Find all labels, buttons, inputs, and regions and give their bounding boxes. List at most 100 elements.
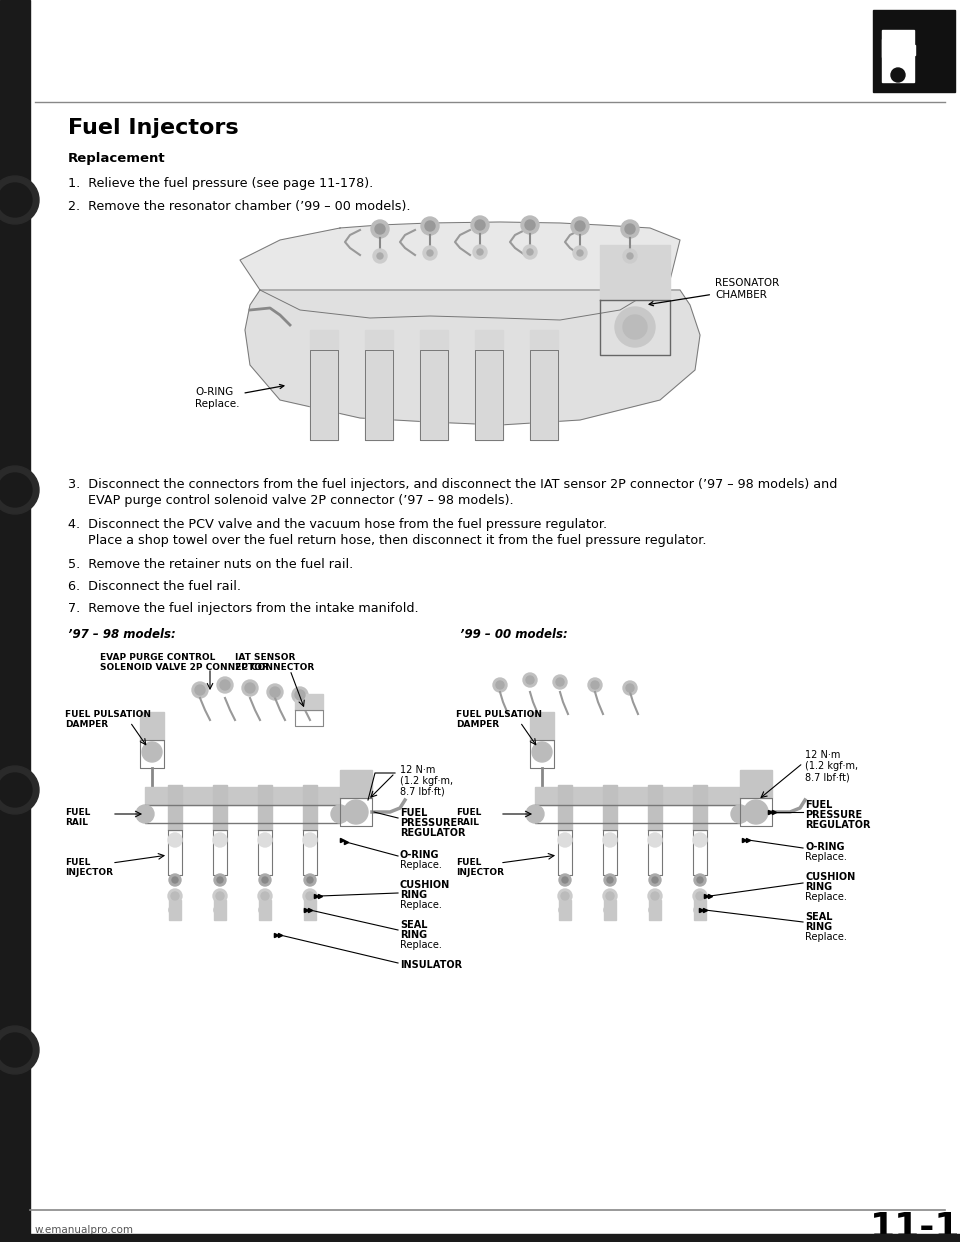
Circle shape bbox=[303, 833, 317, 847]
Bar bbox=[0, 1235, 960, 1242]
Text: REGULATOR: REGULATOR bbox=[400, 828, 466, 838]
Circle shape bbox=[344, 800, 368, 823]
Circle shape bbox=[527, 248, 533, 255]
Circle shape bbox=[903, 45, 913, 55]
Circle shape bbox=[423, 246, 437, 260]
Text: Replace.: Replace. bbox=[805, 892, 847, 902]
Circle shape bbox=[696, 892, 704, 900]
Text: RESONATOR
CHAMBER: RESONATOR CHAMBER bbox=[649, 278, 780, 306]
Circle shape bbox=[258, 889, 272, 903]
Circle shape bbox=[604, 904, 616, 917]
Circle shape bbox=[0, 176, 39, 224]
Circle shape bbox=[295, 691, 305, 700]
Circle shape bbox=[694, 874, 706, 886]
Text: FUEL: FUEL bbox=[456, 809, 481, 817]
Circle shape bbox=[421, 217, 439, 235]
Circle shape bbox=[259, 904, 271, 917]
Text: RING: RING bbox=[805, 882, 832, 892]
Text: Place a shop towel over the fuel return hose, then disconnect it from the fuel p: Place a shop towel over the fuel return … bbox=[68, 534, 707, 546]
Circle shape bbox=[136, 805, 154, 823]
Circle shape bbox=[562, 877, 568, 883]
Text: INJECTOR: INJECTOR bbox=[65, 868, 113, 877]
Circle shape bbox=[496, 681, 504, 689]
Text: EVAP PURGE CONTROL: EVAP PURGE CONTROL bbox=[100, 653, 215, 662]
Circle shape bbox=[477, 248, 483, 255]
Text: FUEL PULSATION: FUEL PULSATION bbox=[65, 710, 151, 719]
Text: O-RING: O-RING bbox=[400, 850, 440, 859]
Text: Replace.: Replace. bbox=[400, 859, 442, 869]
Circle shape bbox=[561, 892, 569, 900]
Circle shape bbox=[242, 681, 258, 696]
Bar bbox=[559, 900, 571, 920]
Text: INSULATOR: INSULATOR bbox=[400, 960, 462, 970]
Circle shape bbox=[627, 253, 633, 260]
Circle shape bbox=[169, 874, 181, 886]
Circle shape bbox=[0, 1033, 32, 1067]
Circle shape bbox=[603, 889, 617, 903]
Text: SEAL: SEAL bbox=[400, 920, 427, 930]
Circle shape bbox=[558, 889, 572, 903]
Text: 5.  Remove the retainer nuts on the fuel rail.: 5. Remove the retainer nuts on the fuel … bbox=[68, 558, 353, 571]
Text: FUEL: FUEL bbox=[400, 809, 427, 818]
Text: FUEL: FUEL bbox=[65, 858, 90, 867]
Circle shape bbox=[0, 766, 39, 814]
Polygon shape bbox=[240, 222, 680, 320]
Text: ’99 – 00 models:: ’99 – 00 models: bbox=[460, 628, 567, 641]
Circle shape bbox=[475, 220, 485, 230]
Bar bbox=[420, 330, 448, 440]
Bar bbox=[259, 900, 271, 920]
Circle shape bbox=[171, 892, 179, 900]
Circle shape bbox=[575, 221, 585, 231]
Circle shape bbox=[267, 684, 283, 700]
Circle shape bbox=[621, 220, 639, 238]
Bar bbox=[603, 785, 617, 830]
Circle shape bbox=[652, 877, 658, 883]
Circle shape bbox=[558, 833, 572, 847]
Circle shape bbox=[526, 676, 534, 684]
Text: RING: RING bbox=[805, 922, 832, 932]
Circle shape bbox=[142, 741, 162, 763]
Circle shape bbox=[532, 741, 552, 763]
Bar bbox=[340, 770, 372, 799]
Bar bbox=[475, 330, 503, 440]
Circle shape bbox=[375, 224, 385, 233]
Circle shape bbox=[0, 773, 32, 807]
Text: RAIL: RAIL bbox=[456, 818, 479, 827]
Circle shape bbox=[693, 833, 707, 847]
Circle shape bbox=[195, 686, 205, 696]
Bar bbox=[530, 712, 554, 740]
Text: PRESSURE: PRESSURE bbox=[805, 810, 862, 820]
Circle shape bbox=[523, 673, 537, 687]
Text: 12 N·m: 12 N·m bbox=[805, 750, 840, 760]
Bar bbox=[600, 245, 670, 301]
Circle shape bbox=[573, 246, 587, 260]
Circle shape bbox=[371, 220, 389, 238]
Circle shape bbox=[521, 216, 539, 233]
Text: 3.  Disconnect the connectors from the fuel injectors, and disconnect the IAT se: 3. Disconnect the connectors from the fu… bbox=[68, 478, 837, 491]
Circle shape bbox=[571, 217, 589, 235]
Circle shape bbox=[214, 874, 226, 886]
Circle shape bbox=[651, 892, 659, 900]
Circle shape bbox=[623, 315, 647, 339]
Bar bbox=[649, 900, 661, 920]
Bar bbox=[693, 785, 707, 830]
Text: INJECTOR: INJECTOR bbox=[456, 868, 504, 877]
Circle shape bbox=[607, 877, 613, 883]
Bar bbox=[214, 900, 226, 920]
Circle shape bbox=[493, 678, 507, 692]
Text: O-RING
Replace.: O-RING Replace. bbox=[195, 385, 284, 409]
Bar bbox=[213, 785, 227, 830]
Text: EVAP purge control solenoid valve 2P connector (’97 – 98 models).: EVAP purge control solenoid valve 2P con… bbox=[68, 494, 514, 507]
Circle shape bbox=[648, 889, 662, 903]
Circle shape bbox=[648, 833, 662, 847]
Bar bbox=[140, 712, 164, 740]
Text: carmanualsonline.info: carmanualsonline.info bbox=[830, 1238, 947, 1242]
Circle shape bbox=[694, 904, 706, 917]
Circle shape bbox=[304, 904, 316, 917]
Bar bbox=[648, 785, 662, 830]
Text: IAT SENSOR: IAT SENSOR bbox=[235, 653, 296, 662]
Circle shape bbox=[588, 678, 602, 692]
Circle shape bbox=[556, 678, 564, 686]
Circle shape bbox=[262, 877, 268, 883]
Circle shape bbox=[693, 889, 707, 903]
